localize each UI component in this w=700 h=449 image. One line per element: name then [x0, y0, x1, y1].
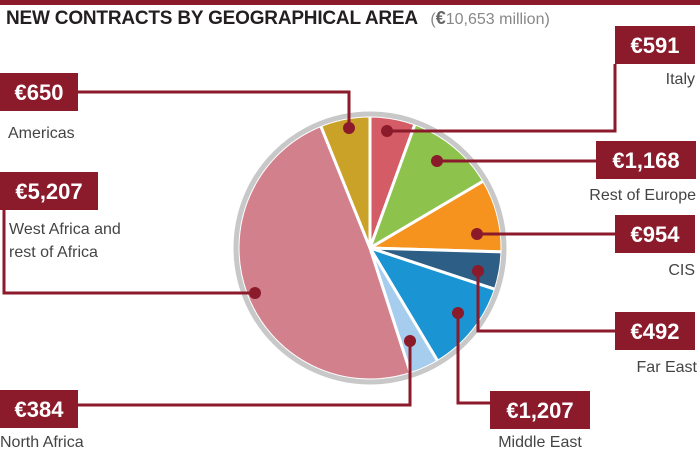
- leader-dot-middle-east: [452, 307, 464, 319]
- category-label-italy: Italy: [666, 71, 695, 88]
- chart-subtitle: (€10,653 million): [430, 8, 550, 28]
- value-label-americas: €650: [15, 80, 64, 105]
- value-box-rest-of-europe: [596, 141, 696, 179]
- category-label-americas: Americas: [8, 125, 75, 142]
- leader-dot-rest-of-europe: [431, 155, 443, 167]
- value-box-italy: [615, 26, 695, 64]
- leader-line-americas: [78, 90, 351, 128]
- callout-far-east: €492 Far East: [472, 265, 698, 376]
- chart-title: NEW CONTRACTS BY GEOGRAPHICAL AREA: [6, 8, 418, 29]
- leader-line-middle-east: [456, 313, 490, 405]
- category-label-north-africa: North Africa: [0, 434, 84, 449]
- subtitle-open: (: [430, 11, 436, 28]
- category-label-far-east: Far East: [637, 359, 698, 376]
- value-box-americas: [0, 73, 78, 111]
- subtitle-amount: 10,653 million): [445, 11, 550, 28]
- value-label-west-africa-and-rest-of-africa: €5,207: [15, 179, 82, 204]
- value-label-italy: €591: [631, 33, 680, 58]
- callout-cis: €954 CIS: [471, 215, 695, 279]
- leader-line-west-africa-and-rest-of-africa: [2, 210, 255, 295]
- callout-rest-of-europe: €1,168 Rest of Europe: [431, 141, 696, 204]
- category-label-west-africa-and-rest-of-africa: West Africa and rest of Africa: [9, 221, 121, 261]
- category-label-middle-east: Middle East: [498, 434, 582, 449]
- value-label-rest-of-europe: €1,168: [612, 148, 679, 173]
- value-box-west-africa-and-rest-of-africa: [0, 172, 98, 210]
- leader-line-far-east: [476, 271, 615, 333]
- callout-italy: €591 Italy: [381, 26, 695, 137]
- callout-north-africa: €384 North Africa: [0, 335, 416, 449]
- callout-americas: €650 Americas: [0, 73, 355, 142]
- value-label-middle-east: €1,207: [506, 398, 573, 423]
- value-label-north-africa: €384: [15, 397, 65, 422]
- category-label-rest-of-europe: Rest of Europe: [589, 187, 696, 204]
- value-box-middle-east: [490, 391, 590, 429]
- title-row: NEW CONTRACTS BY GEOGRAPHICAL AREA (€10,…: [6, 8, 550, 30]
- leader-dot-far-east: [472, 265, 484, 277]
- value-box-far-east: [615, 312, 695, 350]
- leader-dot-north-africa: [404, 335, 416, 347]
- leader-line-north-africa: [78, 341, 412, 407]
- callout-west-africa-and-rest-of-africa: €5,207 West Africa and rest of Africa: [0, 172, 261, 299]
- leader-dot-west-africa-and-rest-of-africa: [249, 287, 261, 299]
- leader-dot-americas: [343, 122, 355, 134]
- leader-dot-cis: [471, 228, 483, 240]
- value-box-cis: [615, 215, 695, 253]
- pie-rim: [233, 111, 507, 385]
- leader-line-italy: [387, 64, 617, 133]
- value-box-north-africa: [0, 390, 78, 428]
- value-label-cis: €954: [631, 222, 681, 247]
- category-label-cis: CIS: [668, 262, 695, 279]
- value-label-far-east: €492: [631, 319, 680, 344]
- callout-middle-east: €1,207 Middle East: [452, 307, 590, 449]
- leader-dot-italy: [381, 125, 393, 137]
- subtitle-euro: €: [435, 8, 446, 28]
- top-rule: [0, 0, 700, 5]
